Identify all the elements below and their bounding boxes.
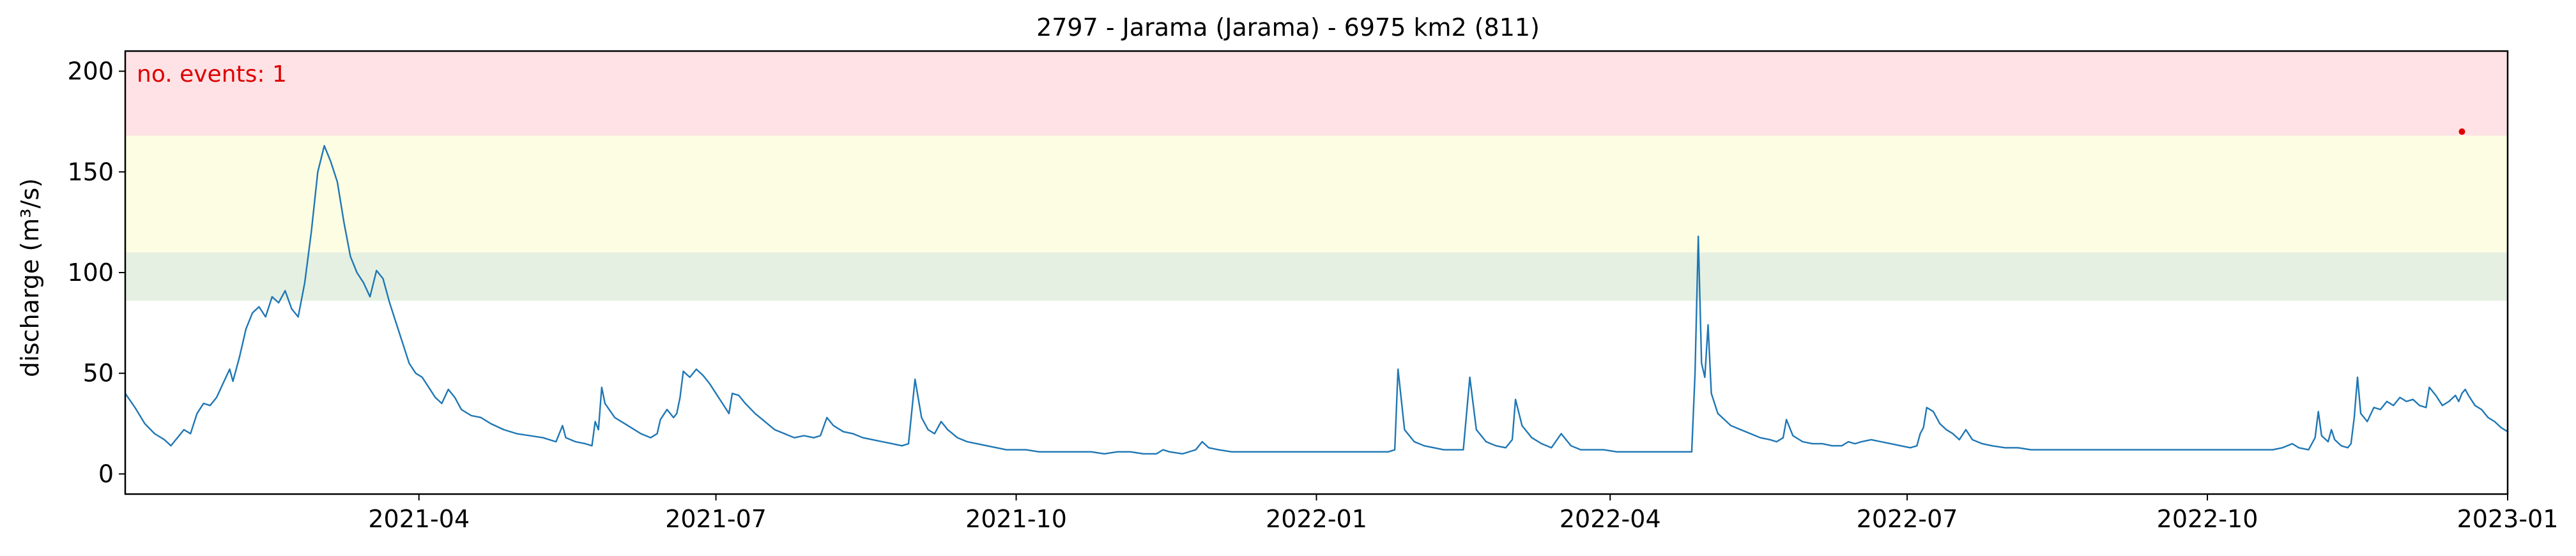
x-tick-label: 2023-01 [2457, 505, 2559, 533]
series-line-0 [125, 145, 2508, 455]
y-tick-label: 150 [67, 158, 114, 186]
threshold-band-1 [125, 135, 2508, 253]
threshold-band-0 [125, 252, 2508, 301]
x-tick-label: 2021-07 [665, 505, 767, 533]
x-tick-label: 2022-10 [2157, 505, 2258, 533]
x-tick-label: 2022-04 [1560, 505, 1661, 533]
event-point [2458, 128, 2465, 135]
series [125, 128, 2508, 455]
events-annotation: no. events: 1 [137, 61, 287, 87]
y-tick-label: 0 [98, 460, 114, 488]
y-tick-label: 200 [67, 57, 114, 86]
plot-frame [124, 50, 2509, 495]
threshold-band-2 [125, 51, 2508, 136]
axes: 0 50 100 150 200 2021-04 2021-07 2021-10 2022-01… [67, 57, 2558, 533]
chart-title: 2797 - Jarama (Jarama) - 6975 km2 (811) [1036, 13, 1540, 41]
threshold-bands [125, 51, 2508, 301]
x-tick-label: 2021-04 [368, 505, 470, 533]
y-tick-label: 100 [67, 259, 114, 287]
x-tick-label: 2022-07 [1857, 505, 1958, 533]
y-axis-label: discharge (m³/s) [16, 178, 44, 377]
x-tick-label: 2021-10 [965, 505, 1067, 533]
x-tick-label: 2022-01 [1266, 505, 1367, 533]
y-tick-label: 50 [83, 359, 114, 387]
